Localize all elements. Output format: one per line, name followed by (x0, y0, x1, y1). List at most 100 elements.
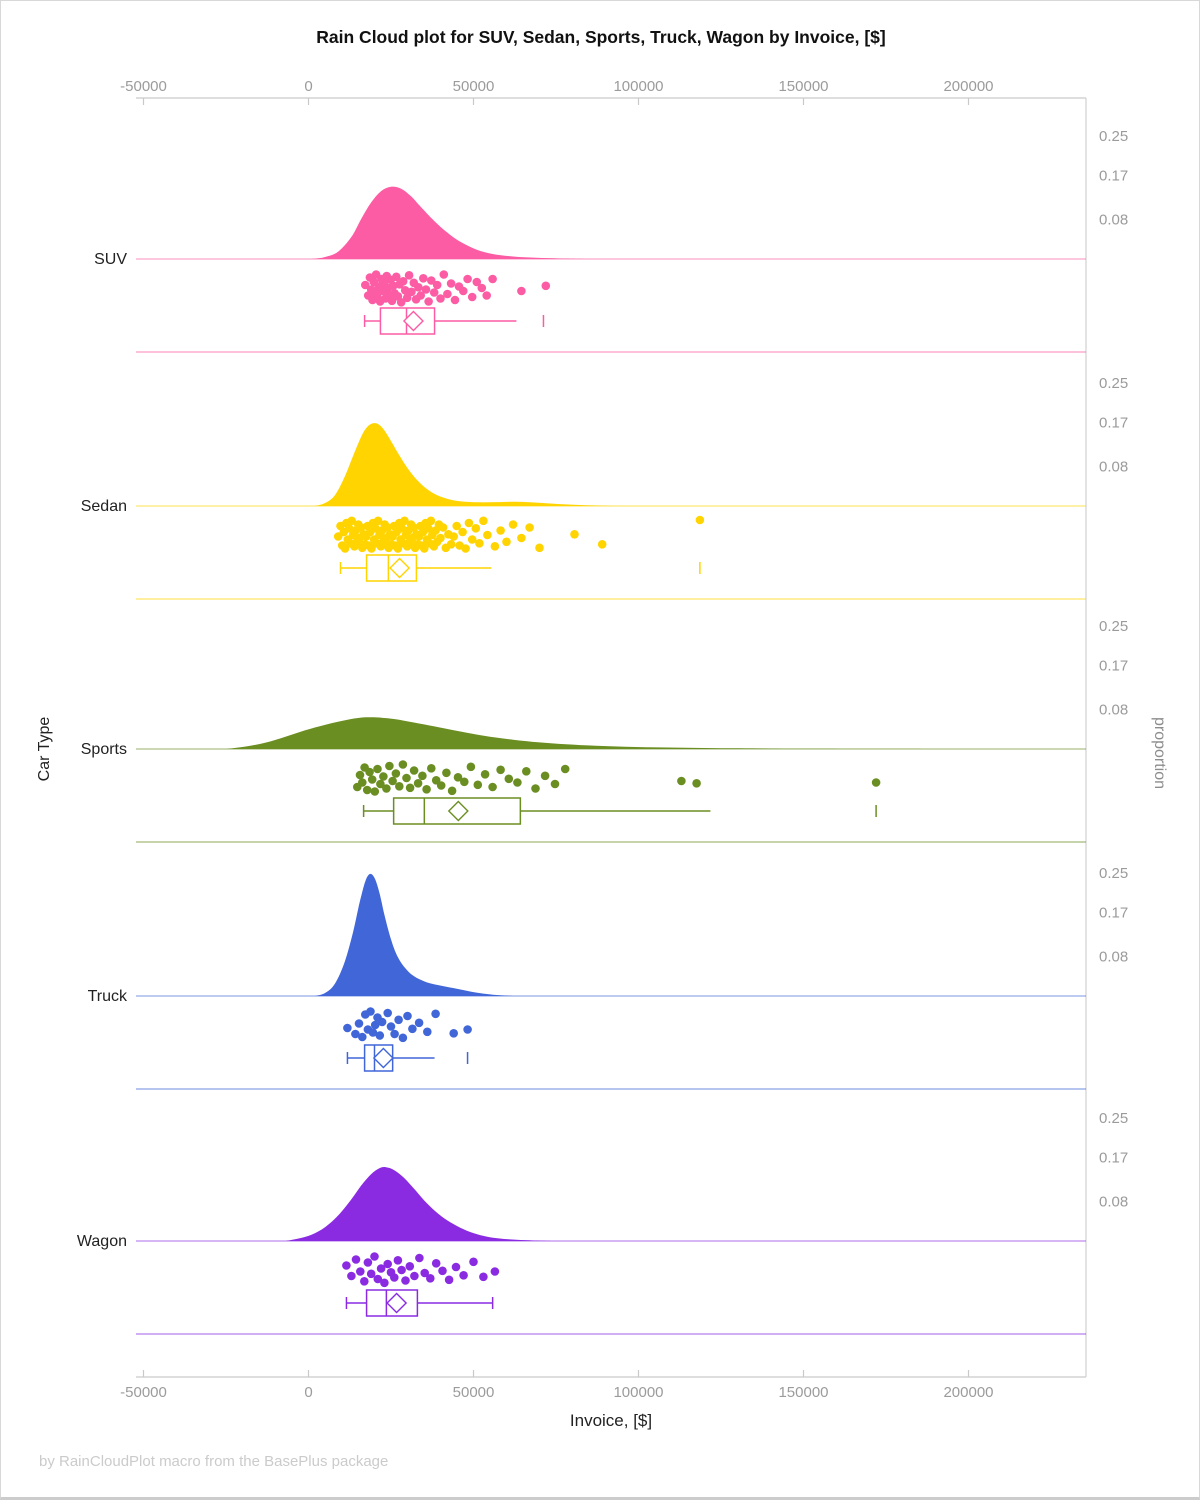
rain-dot (459, 1271, 468, 1280)
rain-dot (420, 544, 429, 553)
rain-dot (388, 776, 397, 786)
rain-dot (354, 1019, 364, 1028)
rain-dots (342, 1252, 500, 1288)
rain-dot (367, 544, 376, 553)
rain-dot (414, 1018, 424, 1028)
rain-dot (447, 786, 457, 796)
rain-dot (373, 516, 383, 526)
rain-dot (402, 773, 411, 783)
rain-dot (479, 1272, 488, 1282)
rain-dot (393, 544, 403, 553)
bottom-axis-tick-label: 50000 (453, 1384, 495, 1401)
rain-dot (426, 1274, 435, 1283)
rain-dot (370, 1020, 380, 1030)
rain-dot (363, 1258, 373, 1267)
proportion-tick-label: 0.08 (1099, 702, 1128, 719)
rain-dot (366, 1269, 376, 1279)
category-label: Wagon (77, 1233, 127, 1250)
density-curve (285, 1167, 553, 1241)
rain-dot (459, 286, 468, 296)
rain-dot (420, 1268, 430, 1278)
rain-dot (597, 540, 607, 549)
rain-dot (480, 770, 490, 779)
rain-dot (490, 542, 500, 551)
rain-dot (461, 544, 470, 553)
rain-dot (382, 784, 391, 793)
band-truck: 0.25 0.17 0.08 Truck (88, 865, 1128, 1090)
rain-dot (477, 283, 487, 293)
rain-dot (439, 270, 449, 279)
rain-dot (531, 784, 540, 793)
rain-dot (375, 1031, 385, 1040)
band-sports: 0.25 0.17 0.08 Sports (81, 618, 1128, 843)
rain-dot (504, 774, 514, 784)
mean-diamond (389, 557, 411, 579)
rain-dots (343, 1007, 472, 1043)
rain-dot (419, 274, 428, 283)
rain-dot (390, 1029, 399, 1039)
rain-dot (394, 1015, 403, 1025)
rain-dot (423, 1027, 432, 1037)
rain-dot (444, 1275, 454, 1285)
rain-dot (436, 294, 445, 303)
rain-dot (443, 289, 452, 299)
rain-dot (525, 523, 534, 532)
bottom-axis-tick-label: 150000 (778, 1384, 828, 1401)
proportion-tick-label: 0.17 (1099, 1149, 1128, 1166)
density-curve (311, 186, 586, 259)
rain-dot (344, 524, 354, 533)
rain-dot (358, 1032, 367, 1042)
rain-dot (677, 776, 686, 786)
rain-dot (508, 520, 518, 529)
rain-dot (517, 286, 526, 296)
top-axis-tick-label: 100000 (613, 78, 663, 95)
proportion-tick-label: 0.08 (1099, 212, 1128, 229)
rain-dot (469, 1257, 478, 1267)
rain-dot (479, 516, 488, 526)
rain-dot (464, 518, 474, 528)
rain-dot (371, 524, 380, 533)
rain-dot (453, 773, 463, 782)
rain-dots (361, 270, 551, 307)
rain-dot (398, 1033, 408, 1043)
category-label: Truck (88, 988, 128, 1005)
rain-dot (358, 778, 367, 787)
rain-dot (416, 291, 426, 300)
rain-dot (426, 516, 436, 526)
rain-dot (376, 779, 385, 789)
rain-dot (540, 771, 550, 781)
rain-dot (414, 283, 423, 292)
top-axis-tick-label: 0 (304, 78, 312, 95)
mean-diamond (447, 800, 469, 822)
rain-dots (353, 760, 881, 796)
rain-dot (429, 288, 439, 297)
rain-dot (386, 1022, 396, 1031)
rain-dot (398, 277, 408, 286)
rain-dot (383, 1259, 393, 1269)
rain-dot (488, 274, 497, 284)
rain-dot (404, 271, 414, 280)
rain-dot (391, 769, 401, 778)
rain-dot (560, 764, 570, 774)
rain-dot (365, 767, 374, 777)
rain-dot (460, 777, 469, 787)
rain-dot (387, 296, 397, 306)
rain-dot (463, 274, 472, 284)
box-plot (346, 1044, 469, 1072)
rain-dot (466, 762, 476, 772)
top-axis-tick-label: 200000 (943, 78, 993, 95)
density-curve (315, 873, 517, 996)
rain-dot (467, 292, 477, 302)
rain-dot (362, 785, 372, 795)
rain-dot (475, 539, 484, 548)
rain-dot (397, 524, 407, 533)
rain-dot (342, 1261, 351, 1270)
rain-dot (383, 1008, 393, 1018)
rain-dots (333, 515, 705, 553)
rain-dot (452, 521, 462, 531)
rain-dot (541, 281, 551, 291)
band-suv: 0.25 0.17 0.08 SUV (94, 128, 1128, 353)
rain-dot (397, 1265, 406, 1275)
rain-dot (409, 766, 419, 775)
